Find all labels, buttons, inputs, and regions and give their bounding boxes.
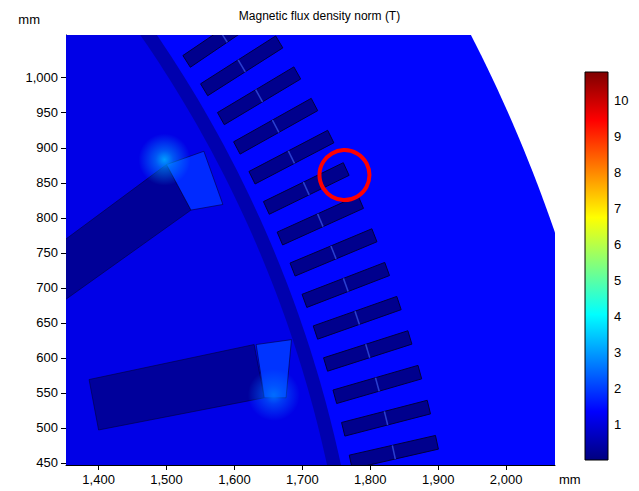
svg-text:500: 500	[36, 420, 58, 435]
svg-text:1,400: 1,400	[82, 472, 115, 487]
svg-text:700: 700	[36, 280, 58, 295]
svg-text:6: 6	[614, 237, 621, 252]
svg-text:9: 9	[614, 129, 621, 144]
svg-text:650: 650	[36, 315, 58, 330]
svg-text:7: 7	[614, 201, 621, 216]
svg-text:900: 900	[36, 140, 58, 155]
svg-text:2: 2	[614, 381, 621, 396]
svg-text:mm: mm	[559, 472, 581, 487]
svg-text:1,000: 1,000	[25, 70, 58, 85]
svg-text:10: 10	[614, 93, 628, 108]
svg-text:8: 8	[614, 165, 621, 180]
svg-text:950: 950	[36, 105, 58, 120]
svg-text:1,700: 1,700	[286, 472, 319, 487]
svg-text:800: 800	[36, 210, 58, 225]
svg-text:600: 600	[36, 350, 58, 365]
svg-text:450: 450	[36, 455, 58, 470]
svg-text:1,500: 1,500	[150, 472, 183, 487]
svg-text:2,000: 2,000	[490, 472, 523, 487]
svg-text:5: 5	[614, 273, 621, 288]
svg-text:850: 850	[36, 175, 58, 190]
svg-text:3: 3	[614, 345, 621, 360]
svg-text:750: 750	[36, 245, 58, 260]
svg-text:1,900: 1,900	[422, 472, 455, 487]
svg-text:1,800: 1,800	[354, 472, 387, 487]
svg-text:4: 4	[614, 309, 621, 324]
svg-text:550: 550	[36, 385, 58, 400]
svg-text:mm: mm	[18, 12, 40, 27]
svg-text:1,600: 1,600	[218, 472, 251, 487]
svg-text:1: 1	[614, 417, 621, 432]
svg-text:Magnetic flux density norm (T): Magnetic flux density norm (T)	[239, 9, 400, 23]
